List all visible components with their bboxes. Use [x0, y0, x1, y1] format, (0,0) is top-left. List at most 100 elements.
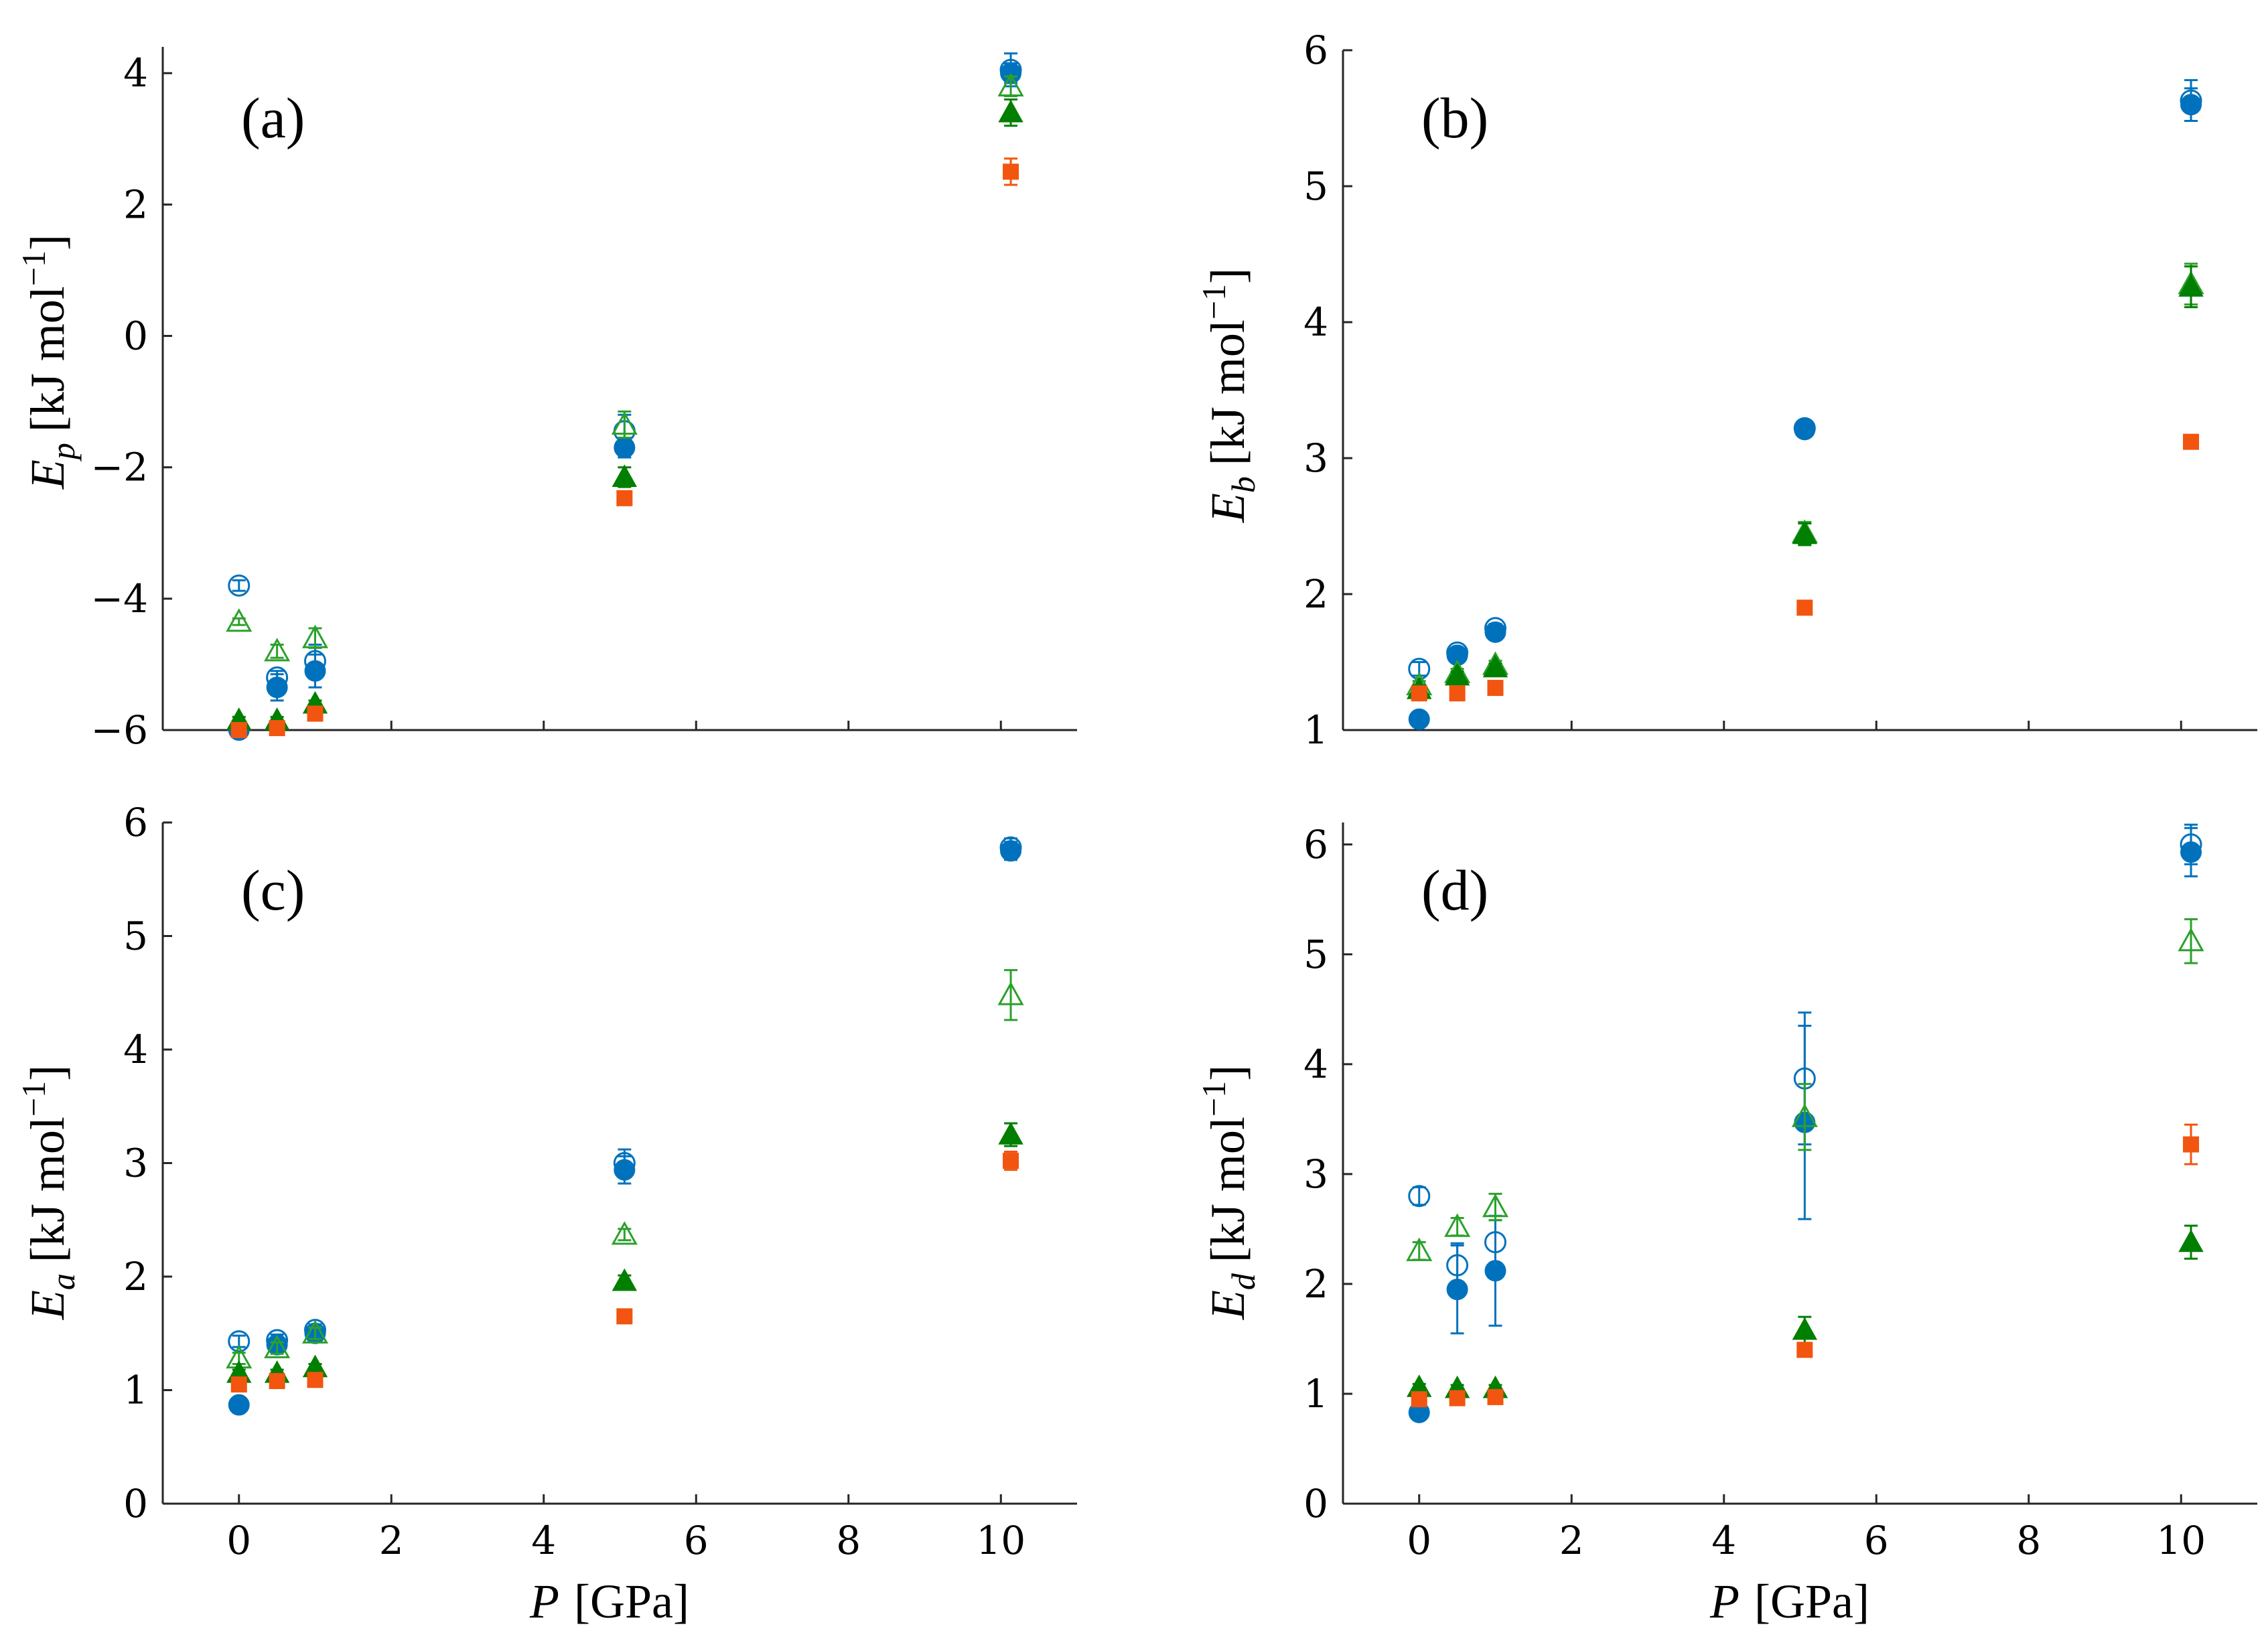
y-tick-label: −6 — [91, 707, 149, 753]
panel-b: (b) Eb [kJ mol−1] 1 2 3 4 5 6 — [1195, 27, 2257, 753]
x-tick-label: 0 — [1407, 1518, 1431, 1563]
data-point — [2178, 274, 2204, 297]
data-point — [228, 1330, 251, 1353]
data-point — [1406, 1237, 1433, 1261]
series-filled-square — [230, 1151, 1019, 1393]
y-axis-unit: [kJ mol — [21, 286, 74, 432]
error-bar — [232, 579, 246, 592]
y-axis-subscript: a — [44, 1273, 82, 1290]
data-point — [2178, 1229, 2204, 1252]
y-tick-label: 4 — [1303, 1042, 1328, 1087]
x-axis-title: P [GPa] — [1709, 1575, 1869, 1628]
x-tick-label: 10 — [976, 1518, 1025, 1563]
y-tick-label: 5 — [123, 914, 148, 959]
data-point — [1444, 1213, 1471, 1237]
data-point — [1487, 1388, 1504, 1405]
data-point — [1408, 708, 1430, 730]
data-point — [230, 722, 247, 738]
x-tick-label: 0 — [226, 1518, 251, 1563]
data-point — [230, 1376, 247, 1393]
error-bar — [1004, 969, 1018, 1021]
x-tick-label: 6 — [684, 1518, 709, 1563]
data-point — [1796, 599, 1813, 616]
y-axis-close: ] — [1201, 268, 1255, 284]
y-tick-label: 6 — [1303, 27, 1328, 73]
data-point — [266, 666, 289, 689]
y-tick-label: 0 — [1303, 1481, 1328, 1526]
data-point — [264, 638, 291, 662]
y-tick-label: −4 — [91, 576, 149, 622]
y-tick-label: 6 — [1303, 822, 1328, 867]
data-point — [613, 1152, 636, 1174]
y-tick-label: 3 — [1303, 435, 1328, 481]
panel-a: (a) Ep [kJ mol−1] −6 −4 −2 0 2 4 — [15, 47, 1077, 753]
data-point — [1446, 1254, 1469, 1277]
data-point — [307, 705, 324, 722]
series-open-circle — [228, 836, 1022, 1353]
y-tick-label: 3 — [1303, 1151, 1328, 1197]
y-tick-label: 2 — [1303, 1261, 1328, 1307]
data-point — [226, 608, 253, 632]
panel-label: (a) — [241, 86, 305, 150]
y-tick-label: 4 — [1303, 299, 1328, 345]
data-point — [301, 1319, 329, 1344]
data-point — [1408, 1185, 1431, 1208]
data-point — [1003, 163, 1019, 180]
y-axis-subscript: b — [1224, 476, 1262, 493]
error-bar — [2184, 79, 2198, 123]
error-bar — [1798, 423, 1812, 433]
x-tick-label: 8 — [2016, 1518, 2041, 1563]
y-axis-symbol: E — [21, 459, 74, 490]
data-point — [616, 490, 633, 506]
y-tick-label: 5 — [1303, 932, 1328, 977]
y-axis-symbol: E — [1201, 1290, 1255, 1320]
data-point — [997, 981, 1024, 1005]
data-point — [1796, 1342, 1813, 1358]
y-tick-label: 0 — [123, 1481, 148, 1526]
error-bar — [270, 644, 284, 659]
x-axis-unit: GPa — [1770, 1575, 1853, 1628]
y-axis-exponent: −1 — [15, 250, 52, 286]
error-bar — [618, 1228, 632, 1242]
error-bar — [308, 1326, 322, 1340]
error-bar — [270, 670, 284, 685]
data-point — [1484, 617, 1506, 640]
y-tick-label: 0 — [123, 313, 148, 359]
data-point — [612, 464, 638, 488]
x-axis-symbol: P — [1709, 1575, 1740, 1628]
y-axis-title: Ep [kJ mol−1] — [15, 234, 82, 490]
series-open-triangle — [1406, 918, 2204, 1261]
series-filled-square — [230, 157, 1019, 738]
x-tick-label: 6 — [1864, 1518, 1889, 1563]
x-tick-label: 10 — [2156, 1518, 2206, 1563]
y-axis-title: Eb [kJ mol−1] — [1195, 268, 1262, 523]
y-axis-exponent: −1 — [1195, 1081, 1232, 1117]
y-tick-label: 2 — [123, 182, 148, 227]
data-point — [1449, 1390, 1466, 1407]
x-tick-label: 4 — [1711, 1518, 1736, 1563]
panel-c: (c) Ea [kJ mol−1] P [GPa] 0 1 2 3 4 5 6 0 2 4 6 8 10 — [15, 800, 1077, 1628]
data-point — [1792, 521, 1818, 545]
x-tick-label: 4 — [531, 1518, 556, 1563]
error-bar — [1450, 1242, 1464, 1289]
y-axis-subscript: d — [1224, 1273, 1262, 1290]
series-open-triangle — [226, 72, 1024, 662]
y-tick-label: 5 — [1303, 163, 1328, 209]
y-tick-label: 4 — [123, 1027, 148, 1072]
data-point — [2183, 433, 2200, 450]
y-axis-unit: [kJ mol — [1201, 1117, 1255, 1263]
data-point — [264, 1334, 291, 1358]
data-point — [612, 1268, 638, 1291]
error-bar — [1798, 1082, 1812, 1151]
data-point — [1487, 680, 1504, 697]
data-point — [1003, 1153, 1019, 1169]
series-filled-square — [1411, 1123, 2200, 1408]
y-axis-exponent: −1 — [15, 1081, 52, 1117]
data-point — [1411, 1391, 1427, 1408]
y-tick-label: 2 — [1303, 571, 1328, 617]
data-point — [611, 411, 638, 435]
y-axis-exponent: −1 — [1195, 284, 1232, 319]
data-point — [2183, 1136, 2200, 1153]
